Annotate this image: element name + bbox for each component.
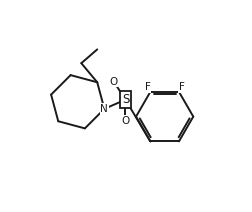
Text: S: S [121,93,129,106]
Text: F: F [144,82,150,92]
Text: O: O [109,77,117,87]
Text: O: O [121,116,129,126]
Text: N: N [100,104,108,114]
Text: F: F [178,82,184,92]
